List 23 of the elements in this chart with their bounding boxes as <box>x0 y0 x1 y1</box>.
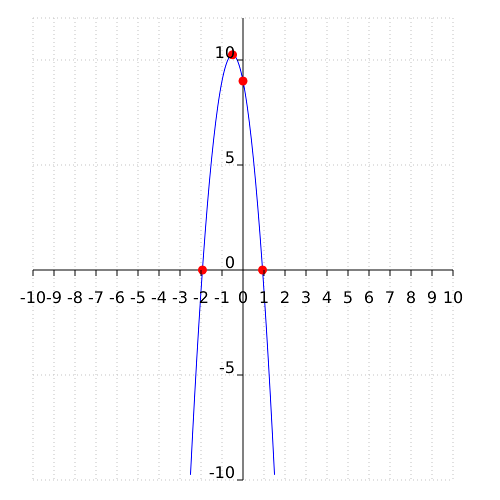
x-tick-label: -6 <box>109 288 125 307</box>
x-tick-label: 5 <box>342 288 354 307</box>
y-tick-label: 0 <box>224 253 235 272</box>
x-tick-label: 6 <box>364 288 374 307</box>
x-tick-label: -10 <box>20 288 46 307</box>
y-tick-label: 10 <box>214 43 235 62</box>
y-tick-label: 5 <box>224 148 235 167</box>
x-tick-label: 2 <box>280 288 290 307</box>
x-tick-label: -7 <box>88 288 104 307</box>
x-tick-label: -5 <box>130 288 146 307</box>
x-tick-label: 4 <box>322 288 332 307</box>
x-tick-label: -9 <box>46 288 62 307</box>
y-tick-label: -10 <box>208 463 235 482</box>
y-tick-label: -5 <box>219 358 235 377</box>
x-tick-label: 3 <box>300 288 312 307</box>
x-tick-label: 9 <box>426 288 438 307</box>
x-tick-label: 8 <box>406 288 416 307</box>
x-tick-label: 7 <box>384 288 396 307</box>
x-tick-label: -1 <box>214 288 230 307</box>
x-tick-label: -3 <box>172 288 188 307</box>
x-tick-label: -4 <box>151 288 167 307</box>
x-tick-label: 10 <box>442 288 464 307</box>
x-tick-label: -8 <box>67 288 83 307</box>
